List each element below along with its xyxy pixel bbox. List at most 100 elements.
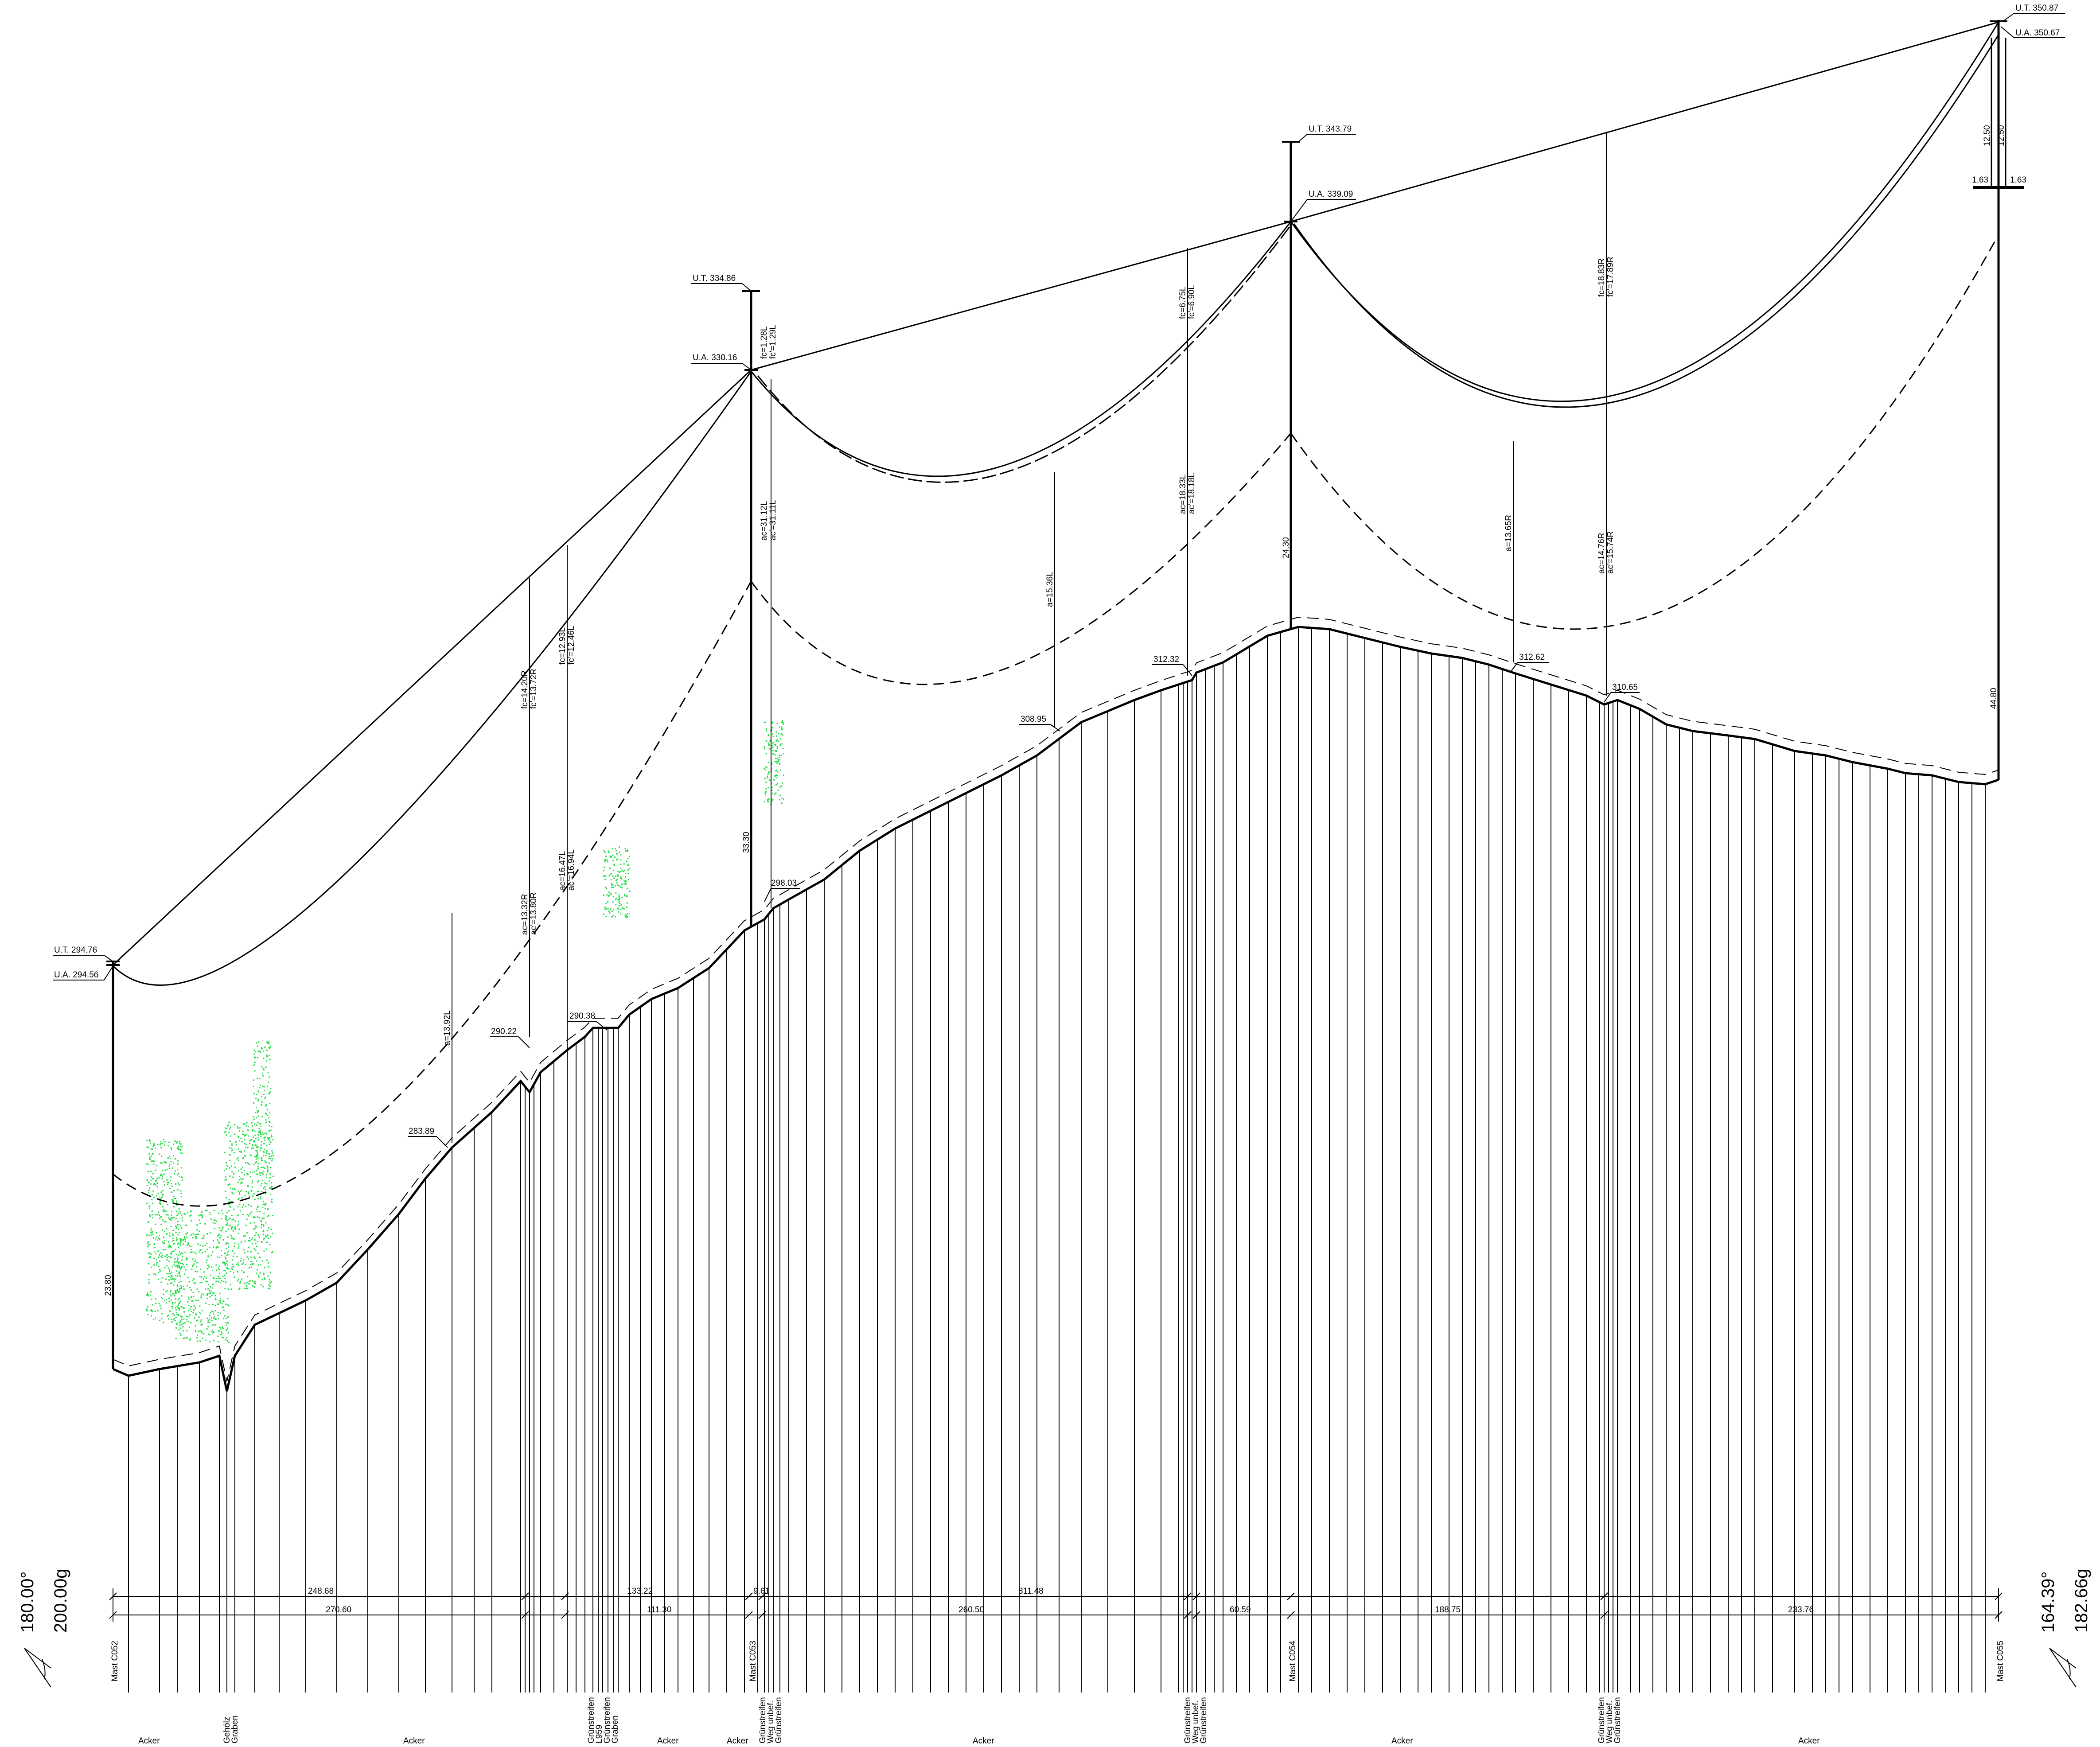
vegetation-point: [621, 870, 623, 872]
vegetation-point: [149, 1159, 151, 1160]
vegetation-point: [234, 1188, 235, 1190]
vegetation-point: [267, 1072, 269, 1074]
vegetation-point: [615, 875, 617, 877]
vegetation-point: [210, 1331, 212, 1332]
vegetation-point: [164, 1249, 166, 1251]
vegetation-point: [251, 1182, 253, 1183]
vegetation-point: [220, 1218, 222, 1220]
vegetation-point: [190, 1211, 191, 1213]
vegetation-point: [163, 1322, 164, 1323]
crossing-label: Graben: [611, 1716, 620, 1743]
vegetation-point: [624, 914, 626, 916]
clearance-label: a=15.36L: [1045, 572, 1055, 607]
vegetation-point: [269, 1130, 270, 1132]
vegetation-point: [231, 1227, 232, 1229]
vegetation-point: [195, 1313, 197, 1314]
vegetation-point: [166, 1254, 168, 1256]
vegetation-point: [271, 1158, 273, 1160]
vegetation-point: [271, 1160, 273, 1162]
vegetation-point: [254, 1257, 256, 1259]
vegetation-point: [214, 1228, 215, 1230]
vegetation-point: [767, 773, 769, 775]
vegetation-point: [179, 1288, 180, 1289]
vegetation-point: [616, 879, 617, 881]
vegetation-point: [773, 753, 774, 755]
vegetation-point: [162, 1249, 164, 1250]
vegetation-point: [774, 743, 775, 745]
vegetation-point: [264, 1097, 266, 1099]
vegetation-point: [768, 744, 770, 746]
vegetation-point: [205, 1210, 206, 1211]
vegetation-point: [264, 1090, 265, 1092]
vegetation-point: [612, 915, 614, 917]
dimension-tick: [1184, 1611, 1192, 1619]
vegetation-point: [610, 908, 612, 910]
vegetation-point: [243, 1249, 245, 1251]
vegetation-point: [153, 1257, 155, 1259]
vegetation-point: [252, 1128, 254, 1130]
vegetation-point: [263, 1143, 265, 1144]
vegetation-point: [172, 1302, 174, 1303]
vegetation-point: [158, 1237, 160, 1239]
vegetation-point: [203, 1271, 205, 1273]
vegetation-point: [165, 1278, 167, 1280]
vegetation-point: [249, 1237, 250, 1239]
elevation-leaders: [408, 662, 1640, 1148]
vegetation-point: [162, 1241, 164, 1243]
vegetation-point: [224, 1264, 226, 1266]
vegetation-point: [264, 1182, 266, 1184]
vegetation-point: [766, 728, 768, 730]
vegetation-point: [152, 1194, 153, 1195]
vegetation-point: [189, 1287, 191, 1288]
vegetation-point: [176, 1275, 178, 1277]
vegetation-point: [172, 1293, 174, 1295]
vegetation-point: [268, 1162, 270, 1164]
vegetation-point: [620, 854, 622, 856]
vegetation-point: [177, 1169, 179, 1171]
vegetation-point: [211, 1295, 213, 1296]
vegetation-point: [177, 1224, 178, 1226]
vegetation-point: [776, 746, 778, 747]
vegetation-point: [164, 1210, 165, 1212]
vegetation-point: [257, 1191, 258, 1193]
vegetation-point: [170, 1299, 172, 1301]
vegetation-point: [264, 1167, 266, 1169]
vegetation-point: [234, 1276, 235, 1278]
vegetation-point: [608, 895, 610, 896]
vegetation-point: [224, 1261, 226, 1263]
vegetation-point: [158, 1278, 160, 1280]
vegetation-point: [623, 883, 625, 885]
vegetation-point: [169, 1232, 171, 1234]
vegetation-point: [180, 1262, 182, 1264]
vegetation-point: [175, 1183, 176, 1185]
vegetation-point: [618, 885, 620, 887]
vegetation-point: [173, 1319, 175, 1321]
vegetation-point: [184, 1238, 186, 1240]
mast-c053-ut: U.T. 334.86: [693, 274, 736, 283]
vegetation-point: [240, 1280, 241, 1282]
vegetation-point: [775, 758, 777, 759]
vegetation-point: [266, 1259, 268, 1261]
vegetation-point: [220, 1334, 222, 1335]
vegetation-point: [175, 1298, 176, 1300]
vegetation-point: [258, 1050, 260, 1052]
vegetation-point: [237, 1280, 238, 1282]
vegetation-point: [170, 1276, 171, 1278]
vegetation-point: [219, 1302, 221, 1303]
vegetation-point: [226, 1222, 228, 1224]
vegetation-point: [613, 877, 615, 879]
vegetation-point: [177, 1147, 179, 1148]
vegetation-point: [231, 1191, 233, 1193]
vegetation-point: [254, 1144, 256, 1146]
vegetation-point: [226, 1162, 227, 1163]
vegetation-point: [779, 744, 781, 746]
vegetation-point: [267, 1230, 269, 1231]
vegetation-point: [252, 1285, 253, 1287]
vegetation-point: [260, 1147, 261, 1149]
vegetation-point: [238, 1265, 239, 1266]
vegetation-point: [239, 1203, 241, 1205]
vegetation-point: [238, 1278, 239, 1280]
vegetation-point: [203, 1237, 204, 1239]
vegetation-point: [232, 1259, 234, 1261]
vegetation-point: [164, 1210, 166, 1212]
